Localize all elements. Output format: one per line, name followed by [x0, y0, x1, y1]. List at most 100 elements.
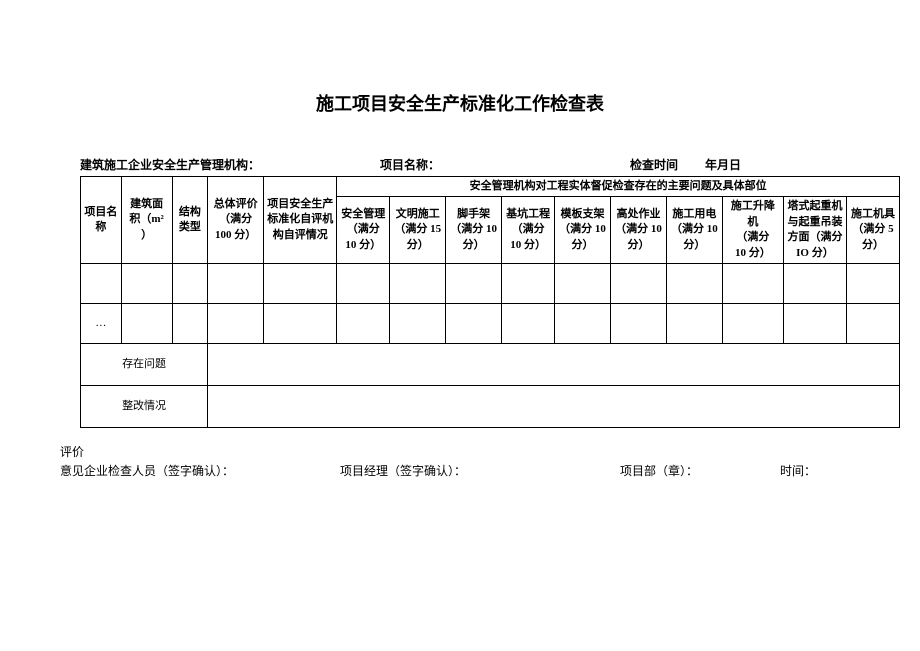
col-area-l1: 建筑面 [130, 198, 163, 210]
problems-content [208, 343, 900, 385]
cell [208, 263, 264, 303]
footer-inspector-sign: 意见企业检查人员（签字确认）： [60, 462, 340, 479]
c14l1: 塔式起重机 [787, 200, 842, 212]
col-self-eval-l1: 项目安全生产 [267, 198, 333, 210]
col-structure: 结构 类型 [172, 177, 208, 264]
cell [208, 303, 264, 343]
cell [337, 263, 390, 303]
footer-time: 时间： [780, 462, 816, 479]
c12l2: （满分 10 [671, 223, 718, 235]
cell [446, 263, 502, 303]
rectification-label: 整改情况 [81, 385, 208, 427]
table-row: … [81, 303, 900, 343]
c10l2: （满分 10 [559, 223, 606, 235]
cell [446, 303, 502, 343]
footer-dept-seal: 项目部（章）： [620, 462, 780, 479]
c7l1: 文明施工 [396, 208, 440, 220]
c6l2: （满分 [347, 223, 380, 235]
c9l1: 基坑工程 [506, 208, 550, 220]
col-area-l3: ） [141, 229, 152, 241]
col-overall-l3: 100 分） [215, 229, 256, 241]
org-label: 建筑施工企业安全生产管理机构： [80, 156, 380, 173]
rectification-row: 整改情况 [81, 385, 900, 427]
c6l3: 10 分） [345, 239, 381, 251]
col-self-eval-l2: 标准化自评机 [267, 213, 333, 225]
c12l1: 施工用电 [672, 208, 716, 220]
cell [610, 263, 666, 303]
cell [337, 303, 390, 343]
page-title: 施工项目安全生产标准化工作检查表 [50, 90, 870, 116]
col-overall: 总体评价 （满分 100 分） [208, 177, 264, 264]
problems-label: 存在问题 [81, 343, 208, 385]
date-suffix: 年月日 [705, 156, 741, 173]
col-area: 建筑面 积（m² ） [121, 177, 172, 264]
cell [121, 303, 172, 343]
c14l2: 与起重吊装 [787, 216, 842, 228]
c11l1: 高处作业 [616, 208, 660, 220]
cell [666, 263, 722, 303]
footer-eval-label: 评价 [60, 443, 870, 460]
cell [722, 303, 783, 343]
c14l3: 方面（满分 [787, 231, 842, 243]
col-overall-l2: （满分 [219, 213, 252, 225]
c11l3: 分） [627, 239, 649, 251]
col-overall-l1: 总体评价 [214, 198, 258, 210]
cell [847, 303, 900, 343]
c13l3: 10 分） [735, 247, 771, 259]
cell [783, 303, 846, 343]
c14l4: IO 分） [796, 247, 834, 259]
cell [666, 303, 722, 343]
col-machinery: 施工机具 （满分 5 分） [847, 197, 900, 264]
cell [722, 263, 783, 303]
date-label: 检查时间 [630, 156, 705, 173]
c9l3: 10 分） [510, 239, 546, 251]
cell [847, 263, 900, 303]
c15l3: 分） [862, 239, 884, 251]
cell [264, 263, 337, 303]
c15l2: （满分 5 [852, 223, 893, 235]
problems-row: 存在问题 [81, 343, 900, 385]
project-label: 项目名称： [380, 156, 630, 173]
c15l1: 施工机具 [851, 208, 895, 220]
footer: 评价 意见企业检查人员（签字确认）： 项目经理（签字确认）： 项目部（章）： 时… [60, 443, 870, 479]
c12l3: 分） [683, 239, 705, 251]
col-tower-crane: 塔式起重机 与起重吊装 方面（满分 IO 分） [783, 197, 846, 264]
col-self-eval-l3: 构自评情况 [273, 229, 328, 241]
cell [264, 303, 337, 343]
col-safety-mgmt: 安全管理 （满分 10 分） [337, 197, 390, 264]
cell [555, 303, 611, 343]
c9l2: （满分 [512, 223, 545, 235]
c8l1: 脚手架 [457, 208, 490, 220]
col-self-eval: 项目安全生产 标准化自评机 构自评情况 [264, 177, 337, 264]
footer-pm-sign: 项目经理（签字确认）： [340, 462, 620, 479]
c7l3: 分） [407, 239, 429, 251]
c8l3: 分） [463, 239, 485, 251]
cell [502, 303, 555, 343]
c10l3: 分） [572, 239, 594, 251]
cell-row-label: … [81, 303, 122, 343]
cell [81, 263, 122, 303]
col-height-work: 高处作业 （满分 10 分） [610, 197, 666, 264]
c6l1: 安全管理 [341, 208, 385, 220]
cell [555, 263, 611, 303]
col-elevator: 施工升降机 （满分 10 分） [722, 197, 783, 264]
col-electrical: 施工用电 （满分 10 分） [666, 197, 722, 264]
cell [121, 263, 172, 303]
cell [610, 303, 666, 343]
c13l2: （满分 [736, 231, 769, 243]
cell [390, 303, 446, 343]
table-row [81, 263, 900, 303]
c7l2: （满分 15 [394, 223, 441, 235]
checklist-table: 项目名称 建筑面 积（m² ） 结构 类型 总体评价 （满分 100 分） 项目… [80, 176, 900, 428]
cell [172, 263, 208, 303]
rectification-content [208, 385, 900, 427]
col-civil-construction: 文明施工 （满分 15 分） [390, 197, 446, 264]
cell [783, 263, 846, 303]
c8l2: （满分 10 [450, 223, 497, 235]
cell [502, 263, 555, 303]
col-formwork: 模板支架 （满分 10 分） [555, 197, 611, 264]
header-info-line: 建筑施工企业安全生产管理机构： 项目名称： 检查时间 年月日 [50, 156, 870, 173]
col-structure-l1: 结构 [179, 206, 201, 218]
cell [390, 263, 446, 303]
cell [172, 303, 208, 343]
